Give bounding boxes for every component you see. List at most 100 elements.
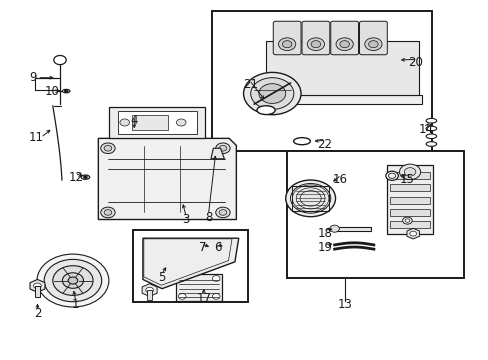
Circle shape (68, 277, 78, 284)
Text: 16: 16 (332, 173, 347, 186)
Text: 6: 6 (214, 240, 222, 253)
Text: 19: 19 (317, 241, 332, 254)
Text: 5: 5 (158, 270, 165, 284)
Circle shape (404, 168, 415, 176)
Ellipse shape (425, 126, 436, 131)
FancyBboxPatch shape (330, 21, 358, 55)
Circle shape (278, 38, 295, 50)
Ellipse shape (62, 89, 70, 93)
Text: 3: 3 (182, 213, 189, 226)
Text: 13: 13 (337, 298, 352, 311)
Circle shape (285, 180, 335, 217)
Text: 4: 4 (130, 114, 138, 127)
Circle shape (145, 287, 153, 293)
Bar (176, 274, 222, 301)
Circle shape (306, 38, 324, 50)
Circle shape (215, 207, 230, 218)
FancyBboxPatch shape (359, 21, 386, 55)
Circle shape (178, 276, 185, 281)
Circle shape (101, 143, 115, 154)
Polygon shape (142, 238, 238, 289)
Ellipse shape (223, 249, 227, 252)
Ellipse shape (385, 171, 398, 180)
Circle shape (402, 217, 411, 224)
Circle shape (243, 72, 301, 115)
Bar (389, 209, 429, 216)
Bar (35, 286, 41, 297)
Bar (292, 186, 328, 211)
Text: 15: 15 (399, 173, 414, 186)
Circle shape (310, 41, 320, 48)
Text: 21: 21 (242, 77, 257, 90)
Circle shape (208, 248, 215, 253)
Circle shape (290, 184, 330, 213)
Text: 22: 22 (317, 138, 332, 150)
Circle shape (364, 38, 381, 50)
Circle shape (176, 119, 185, 126)
Circle shape (258, 84, 285, 103)
Text: 17: 17 (196, 292, 211, 305)
Text: 10: 10 (44, 85, 59, 98)
Polygon shape (210, 148, 224, 159)
Circle shape (399, 164, 420, 180)
Bar (118, 111, 196, 134)
Text: 11: 11 (28, 131, 43, 144)
Ellipse shape (425, 118, 436, 123)
Circle shape (404, 219, 409, 222)
Bar (109, 107, 205, 138)
Circle shape (409, 231, 416, 236)
Bar (211, 11, 431, 151)
Ellipse shape (256, 106, 275, 114)
Ellipse shape (425, 142, 436, 146)
Bar (386, 165, 432, 234)
Text: 18: 18 (317, 227, 332, 240)
Ellipse shape (81, 175, 89, 179)
Circle shape (54, 55, 66, 65)
FancyBboxPatch shape (302, 21, 329, 55)
Circle shape (44, 259, 102, 302)
Bar (132, 116, 167, 130)
Circle shape (139, 119, 148, 126)
Circle shape (339, 41, 349, 48)
Bar (265, 41, 419, 95)
Circle shape (83, 176, 87, 179)
Text: 9: 9 (29, 71, 37, 84)
Bar (389, 197, 429, 204)
Circle shape (250, 78, 293, 109)
Text: 7: 7 (198, 240, 205, 253)
Circle shape (368, 41, 377, 48)
Circle shape (219, 145, 226, 151)
Circle shape (212, 294, 220, 299)
Circle shape (34, 283, 41, 289)
Ellipse shape (172, 264, 192, 274)
Circle shape (282, 41, 291, 48)
Bar (389, 221, 429, 228)
Text: 20: 20 (408, 57, 423, 69)
Polygon shape (98, 138, 236, 220)
Bar (263, 95, 421, 104)
Circle shape (215, 143, 230, 154)
Ellipse shape (425, 134, 436, 139)
Ellipse shape (293, 138, 310, 145)
FancyBboxPatch shape (273, 21, 301, 55)
Bar (146, 290, 152, 300)
Text: 2: 2 (34, 307, 41, 320)
Circle shape (64, 90, 68, 93)
Circle shape (104, 210, 112, 215)
Text: 12: 12 (68, 171, 83, 184)
Text: 1: 1 (72, 298, 80, 311)
Circle shape (101, 207, 115, 218)
Bar (389, 172, 429, 179)
Circle shape (212, 276, 220, 281)
Circle shape (178, 294, 185, 299)
Circle shape (62, 273, 83, 288)
Circle shape (219, 210, 226, 215)
Bar (133, 230, 248, 302)
Ellipse shape (387, 173, 395, 179)
Bar (389, 184, 429, 191)
Circle shape (104, 145, 112, 151)
Text: 8: 8 (204, 211, 212, 224)
Circle shape (37, 254, 109, 307)
Text: 14: 14 (418, 123, 433, 136)
Ellipse shape (220, 247, 230, 254)
